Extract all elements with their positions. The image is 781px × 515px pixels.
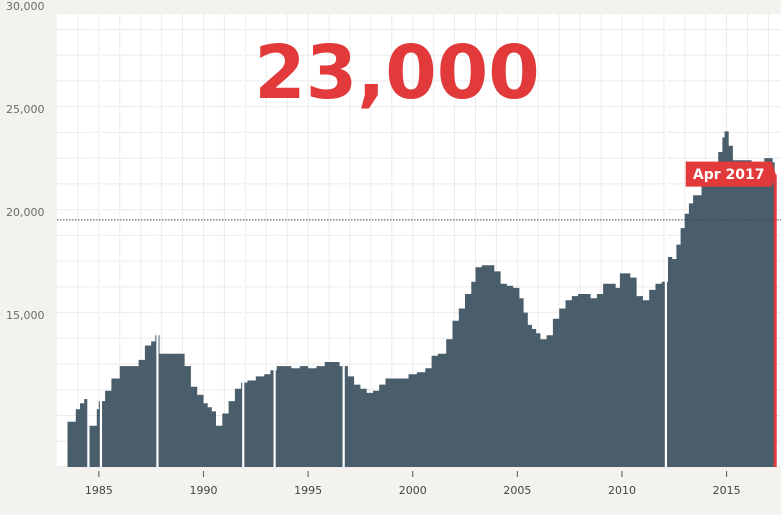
y-tick-label: 25,000 [6, 103, 45, 116]
x-tick-label: 1995 [294, 484, 322, 497]
x-tick-label: 2000 [399, 484, 427, 497]
x-tick-label: 1985 [85, 484, 113, 497]
latest-value-callout: Apr 2017 [685, 161, 777, 468]
x-axis: 1985 1990 1995 2000 2005 2010 2015 [85, 471, 741, 497]
callout-arrow [771, 161, 776, 187]
y-tick-label: 30,000 [6, 0, 45, 13]
data-area [67, 131, 776, 467]
callout-label: Apr 2017 [693, 167, 765, 183]
y-tick-label: 20,000 [6, 206, 45, 219]
headline-value: 23,000 [254, 30, 540, 116]
x-tick-label: 2005 [503, 484, 531, 497]
latest-value-marker [773, 174, 777, 468]
x-tick-label: 2010 [608, 484, 636, 497]
x-tick-label: 2015 [713, 484, 741, 497]
callout-box [685, 161, 772, 187]
data-gaps [87, 14, 668, 467]
y-axis: 15,000 20,000 25,000 30,000 [6, 0, 45, 322]
employment-area [67, 131, 776, 467]
x-tick-label: 1990 [189, 484, 217, 497]
y-tick-label: 15,000 [6, 309, 45, 322]
